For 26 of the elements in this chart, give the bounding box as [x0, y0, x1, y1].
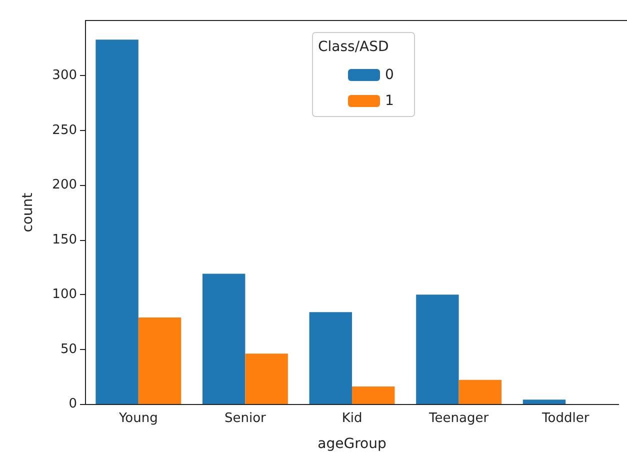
bar — [416, 294, 459, 404]
bar — [309, 312, 352, 404]
y-tick-label: 0 — [68, 396, 77, 412]
legend-title: Class/ASD — [318, 39, 389, 55]
y-tick-label: 50 — [60, 342, 77, 357]
x-tick-label: Young — [118, 411, 158, 426]
y-axis-title: count — [20, 192, 36, 232]
bar — [202, 274, 246, 404]
y-tick-label: 150 — [52, 232, 77, 248]
x-tick-label: Kid — [342, 411, 362, 426]
bar — [458, 380, 502, 404]
bar — [352, 386, 395, 404]
y-tick-label: 250 — [52, 122, 77, 138]
x-tick-label: Teenager — [428, 411, 490, 426]
bar — [138, 318, 182, 404]
y-tick-label: 100 — [52, 287, 77, 302]
y-tick-label: 200 — [52, 178, 77, 193]
legend-label: 0 — [385, 67, 394, 83]
y-tick-label: 300 — [52, 68, 77, 84]
x-axis-title: ageGroup — [318, 436, 386, 452]
x-tick-label: Toddler — [541, 411, 590, 426]
bar — [96, 40, 138, 404]
bar — [245, 354, 288, 404]
x-tick-label: Senior — [224, 411, 267, 426]
legend-label: 1 — [385, 93, 394, 109]
bar — [522, 400, 566, 404]
